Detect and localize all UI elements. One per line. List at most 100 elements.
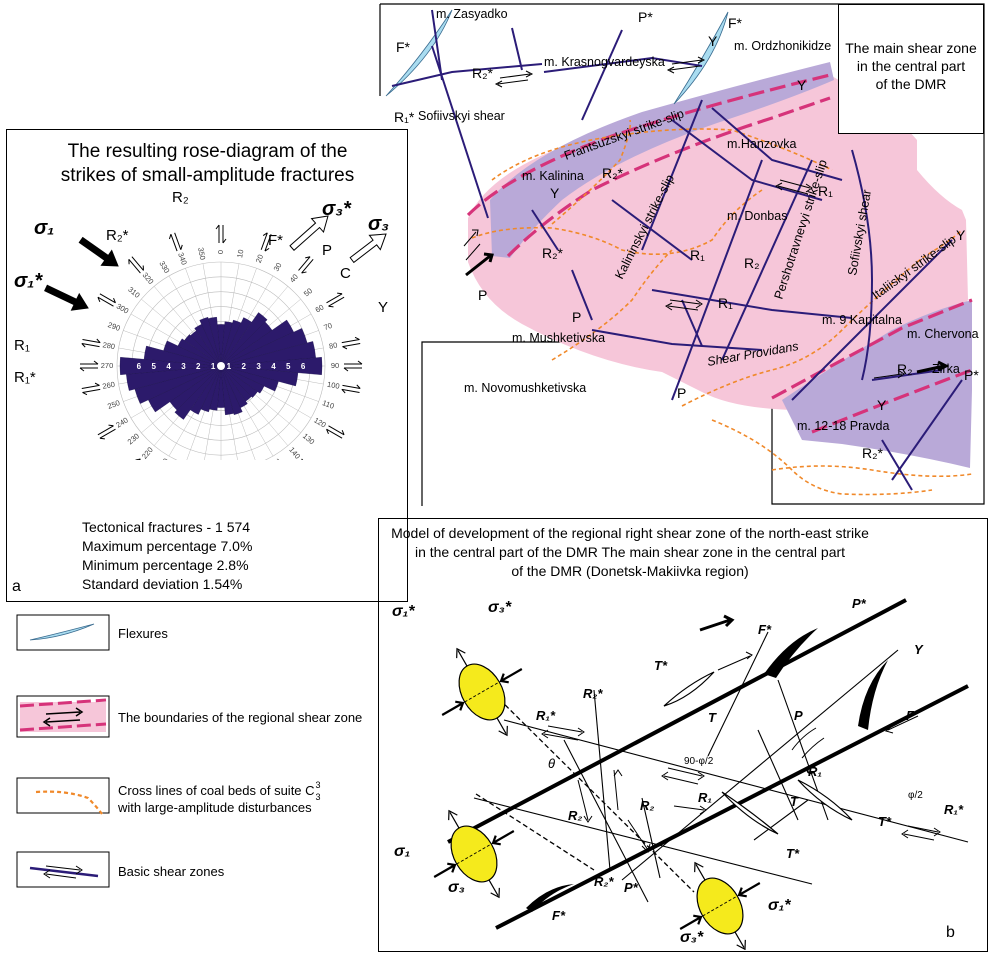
map-label-r1-mid: R₁ bbox=[690, 247, 705, 263]
model-label-sigma1s-nw: σ₁* bbox=[392, 603, 415, 620]
rose-petal-310 bbox=[184, 334, 222, 367]
rose-azimuth-label: 10 bbox=[235, 249, 245, 259]
model-label-sigma3s-nw: σ₃* bbox=[488, 599, 512, 616]
legend: Flexures The boundaries of the regional … bbox=[16, 614, 396, 914]
model-label-sigma3: σ₃ bbox=[448, 879, 465, 896]
rose-petal-90 bbox=[220, 357, 323, 375]
rose-shear-arrow bbox=[168, 232, 183, 252]
shear-zone-icon bbox=[29, 866, 99, 878]
model-flexure-fs-ne bbox=[764, 628, 818, 678]
rose-radial-label: 1 bbox=[227, 362, 232, 371]
model-boundary-south bbox=[495, 684, 969, 930]
model-label-sigma3s-se: σ₃* bbox=[680, 929, 704, 946]
rose-azimuth-label: 20 bbox=[254, 253, 265, 264]
strain-ellipse bbox=[679, 861, 761, 950]
rose-label-sigma3s: σ₃* bbox=[322, 198, 352, 220]
map-label-r2-se: R₂ bbox=[897, 361, 913, 377]
rose-title: The resulting rose-diagram of the strike… bbox=[20, 140, 395, 188]
rose-azimuth-label: 90 bbox=[331, 361, 339, 370]
map-label-ps-north: P* bbox=[638, 9, 653, 25]
mine-12-18-pravda: m. 12-18 Pravda bbox=[797, 419, 889, 433]
rose-azimuth-label: 80 bbox=[328, 341, 338, 351]
model-flexure-f-e bbox=[858, 660, 888, 730]
flexure-n bbox=[673, 11, 729, 105]
zone-boundary-north2 bbox=[506, 96, 831, 258]
rose-label-sigma3: σ₃ bbox=[368, 213, 389, 235]
rose-radial-label: 1 bbox=[211, 362, 216, 371]
model-label-ts-east: T* bbox=[878, 814, 892, 829]
map-label-y-center: Y bbox=[550, 185, 560, 201]
flexure-nw bbox=[385, 9, 453, 97]
model-title-line3: of the DMR (Donetsk-Makiivka region) bbox=[511, 563, 749, 579]
rose-azimuth-label: 60 bbox=[314, 303, 326, 315]
rose-petal-300 bbox=[177, 338, 222, 367]
model-label-p-center: P bbox=[794, 708, 803, 723]
rose-azimuth-label: 140 bbox=[287, 445, 302, 460]
rose-diagram: 0102030405060708090100110120130140150160… bbox=[14, 190, 389, 460]
sigma3s-arrow bbox=[289, 215, 329, 251]
model-title: Model of development of the regional rig… bbox=[380, 524, 880, 581]
rose-petal-220 bbox=[174, 365, 222, 420]
mine-novomushketivska: m. Novomushketivska bbox=[464, 381, 586, 395]
legend-cross-line1: Cross lines of coal beds of suite C bbox=[118, 783, 315, 798]
model-lens-ts-south bbox=[721, 791, 779, 835]
legend-basic: Basic shear zones bbox=[118, 864, 225, 879]
mine-zasyadko: m. Zasyadko bbox=[436, 7, 508, 21]
rose-azimuth-label: 130 bbox=[301, 431, 316, 446]
rose-azimuth-label: 100 bbox=[326, 380, 340, 391]
model-label-r1s-east: R₁* bbox=[944, 802, 964, 817]
map-label-p-sw: P bbox=[572, 309, 581, 325]
rose-shear-arrow bbox=[260, 232, 272, 252]
rose-azimuth-label: 270 bbox=[101, 361, 114, 370]
model-label-ps-south: P* bbox=[624, 880, 639, 895]
rose-azimuth-label: 340 bbox=[176, 251, 189, 266]
zone-boundary-north bbox=[466, 73, 831, 217]
rose-petal-280 bbox=[143, 345, 222, 367]
mine-ordzhonikidze: m. Ordzhonikidze bbox=[734, 39, 831, 53]
rose-panel-letter: a bbox=[12, 578, 21, 595]
mine-9-kapitalna: m. 9 Kapitalna bbox=[822, 313, 902, 327]
rose-radial-label: 6 bbox=[137, 362, 142, 371]
rose-radial-label: 5 bbox=[151, 362, 156, 371]
rose-azimuth-label: 280 bbox=[102, 340, 116, 351]
zone-boundary-south bbox=[771, 298, 973, 400]
model-label-r2s-south: R₂* bbox=[594, 874, 614, 889]
legend-box-basic bbox=[16, 851, 110, 888]
rose-azimuth-label: 250 bbox=[106, 398, 121, 411]
model-label-r2s-north: R₂* bbox=[583, 686, 603, 701]
sigma1s-arrow bbox=[44, 284, 89, 311]
dashed-line-icon bbox=[35, 790, 103, 815]
rose-azimuth-label: 30 bbox=[272, 261, 284, 273]
map-label-fs-north: F* bbox=[728, 15, 743, 31]
rose-azimuth-label: 120 bbox=[312, 416, 327, 430]
rose-azimuth-label: 150 bbox=[271, 457, 285, 460]
rose-shear-arrow bbox=[215, 224, 227, 244]
map-title-box: The main shear zone in the central part … bbox=[838, 4, 984, 134]
rose-shear-arrow bbox=[326, 292, 345, 308]
map-label-r2s-sw: R₂* bbox=[542, 245, 564, 261]
rose-petal-40 bbox=[220, 312, 268, 367]
map-label-y-north: Y bbox=[708, 33, 718, 49]
map-title-line1: The main shear zone bbox=[845, 40, 977, 56]
rose-petal-100 bbox=[220, 365, 299, 387]
map-label-r2s-se: R₂* bbox=[862, 445, 884, 461]
purple-band bbox=[490, 62, 834, 258]
map-label-r2s-west: R₂* bbox=[472, 65, 494, 81]
rose-shear-arrow bbox=[298, 458, 314, 460]
model-label-t-east: T bbox=[790, 794, 799, 809]
rose-azimuth-label: 220 bbox=[140, 445, 155, 460]
rose-shear-arrow bbox=[128, 256, 144, 274]
legend-cross-line2: with large-amplitude disturbances bbox=[118, 800, 312, 815]
rose-shear-arrow bbox=[79, 360, 99, 372]
rose-radial-label: 5 bbox=[286, 362, 291, 371]
rose-label-r1: R₁ bbox=[14, 337, 30, 354]
rose-label-sigma1: σ₁ bbox=[34, 217, 54, 239]
model-label-r2-west: R₂ bbox=[568, 808, 582, 823]
legend-boundaries: The boundaries of the regional shear zon… bbox=[118, 710, 363, 725]
rose-petal-340 bbox=[199, 317, 222, 367]
strain-ellipse bbox=[441, 647, 523, 737]
rose-azimuth-label: 0 bbox=[216, 250, 225, 254]
stat-min: Minimum percentage 2.8% bbox=[82, 557, 249, 573]
stat-sd: Standard deviation 1.54% bbox=[82, 576, 243, 592]
